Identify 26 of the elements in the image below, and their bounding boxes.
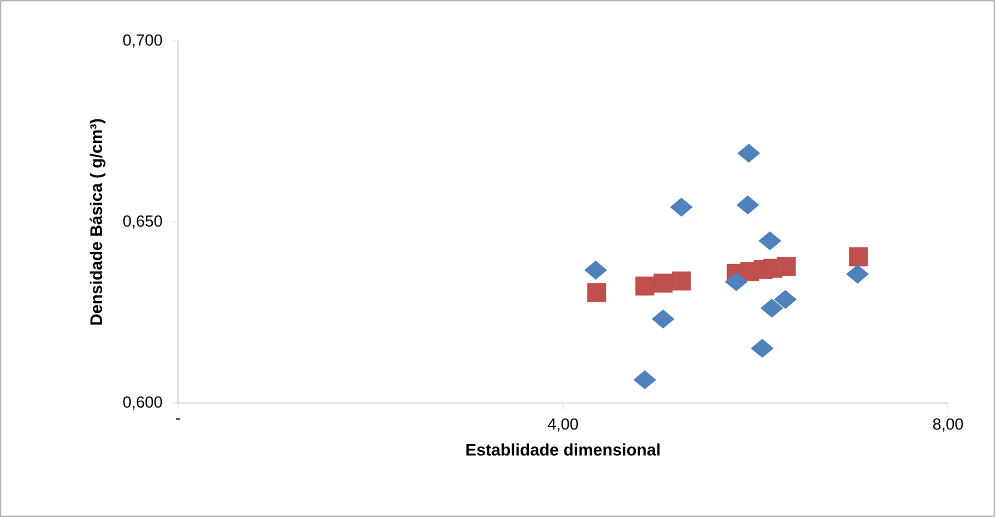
point [774, 290, 797, 309]
point [670, 198, 693, 217]
point [758, 231, 782, 250]
x-tick-label: 8,00 [933, 418, 963, 432]
point [652, 310, 674, 328]
x-tick-label: - [176, 418, 180, 420]
y-axis-title: Densidade Básica ( g/cm³) [90, 119, 106, 325]
point [760, 298, 784, 318]
point [635, 276, 654, 296]
point [633, 370, 656, 390]
x-axis-title: Establidade dimensional [466, 443, 660, 456]
x-tick-label: 4,00 [548, 418, 578, 432]
point [849, 247, 868, 266]
point [584, 260, 608, 280]
point [776, 257, 796, 276]
point [724, 272, 748, 292]
point [672, 272, 691, 290]
y-tick-label: 0,600 [123, 396, 162, 410]
point [737, 144, 760, 163]
point [736, 196, 760, 214]
y-tick-label: 0,650 [123, 215, 162, 229]
y-tick-label: 0,700 [123, 34, 162, 48]
point [587, 283, 606, 302]
point [846, 264, 869, 284]
point [750, 338, 774, 358]
point [654, 274, 673, 293]
